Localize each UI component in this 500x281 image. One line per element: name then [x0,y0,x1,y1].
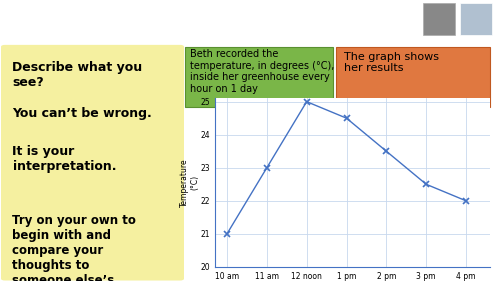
Text: Beth recorded the
temperature, in degrees (°C),
inside her greenhouse every
hour: Beth recorded the temperature, in degree… [190,49,334,94]
Text: It is your
interpretation.: It is your interpretation. [12,145,116,173]
Text: You can’t be wrong.: You can’t be wrong. [12,106,152,119]
FancyBboxPatch shape [1,45,184,280]
FancyBboxPatch shape [460,3,492,35]
Text: The graph shows
her results: The graph shows her results [344,51,438,73]
FancyBboxPatch shape [422,3,455,35]
Text: Goal Free Question: Goal Free Question [5,11,243,31]
Text: Try on your own to
begin with and
compare your
thoughts to
someone else’s: Try on your own to begin with and compar… [12,214,136,281]
Y-axis label: Temperature
(°C): Temperature (°C) [180,158,199,207]
FancyBboxPatch shape [336,47,490,106]
Text: Describe what you
see?: Describe what you see? [12,61,142,89]
FancyBboxPatch shape [185,47,332,106]
